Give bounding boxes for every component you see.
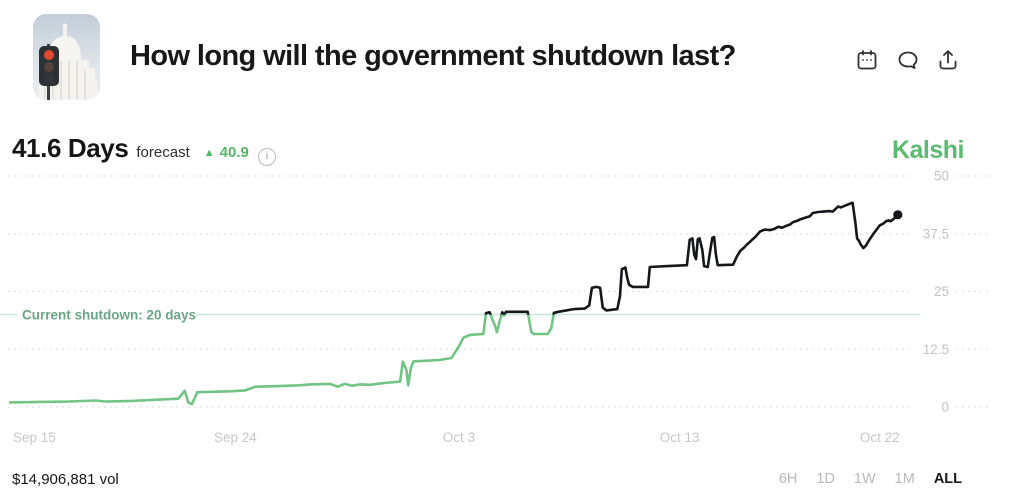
range-all[interactable]: ALL (933, 471, 962, 487)
svg-text:12.5: 12.5 (923, 342, 949, 357)
share-icon[interactable] (936, 48, 960, 72)
svg-text:25: 25 (934, 284, 949, 299)
svg-text:Oct 22: Oct 22 (860, 430, 900, 445)
info-icon[interactable]: i (257, 147, 276, 166)
range-6h[interactable]: 6H (778, 471, 798, 487)
market-thumbnail (33, 14, 100, 100)
time-range-selector: 6H 1D 1W 1M ALL (779, 471, 962, 487)
svg-text:Oct 13: Oct 13 (660, 430, 700, 445)
forecast-value: 41.6 Days (12, 133, 129, 163)
svg-text:Sep 24: Sep 24 (214, 430, 257, 445)
svg-text:Oct 3: Oct 3 (443, 430, 475, 445)
forecast-line-chart[interactable]: Current shutdown: 20 days 0 12.5 25 37.5 50 S… (0, 162, 1024, 457)
kalshi-logo[interactable]: Kalshi (891, 136, 965, 164)
range-1m[interactable]: 1M (894, 471, 915, 487)
capitol-traffic-light-illustration (33, 14, 100, 100)
range-1d[interactable]: 1D (816, 471, 835, 487)
page-title: How long will the government shutdown la… (130, 40, 736, 72)
forecast-label: forecast (136, 144, 190, 161)
calendar-icon[interactable] (855, 48, 879, 72)
forecast-delta: ▲ 40.9 (204, 144, 249, 161)
forecast-row: 41.6 Days forecast ▲ 40.9 i (12, 133, 276, 166)
svg-text:Current shutdown: 20 days: Current shutdown: 20 days (22, 308, 196, 323)
svg-text:0: 0 (941, 400, 949, 415)
comment-icon[interactable] (896, 48, 920, 72)
volume-label: $14,906,881 vol (12, 471, 119, 488)
svg-text:50: 50 (934, 169, 949, 184)
forecast-delta-value: 40.9 (219, 144, 249, 161)
range-1w[interactable]: 1W (853, 471, 876, 487)
svg-text:Sep 15: Sep 15 (13, 430, 56, 445)
triangle-up-icon: ▲ (203, 147, 215, 159)
svg-text:37.5: 37.5 (923, 226, 949, 241)
